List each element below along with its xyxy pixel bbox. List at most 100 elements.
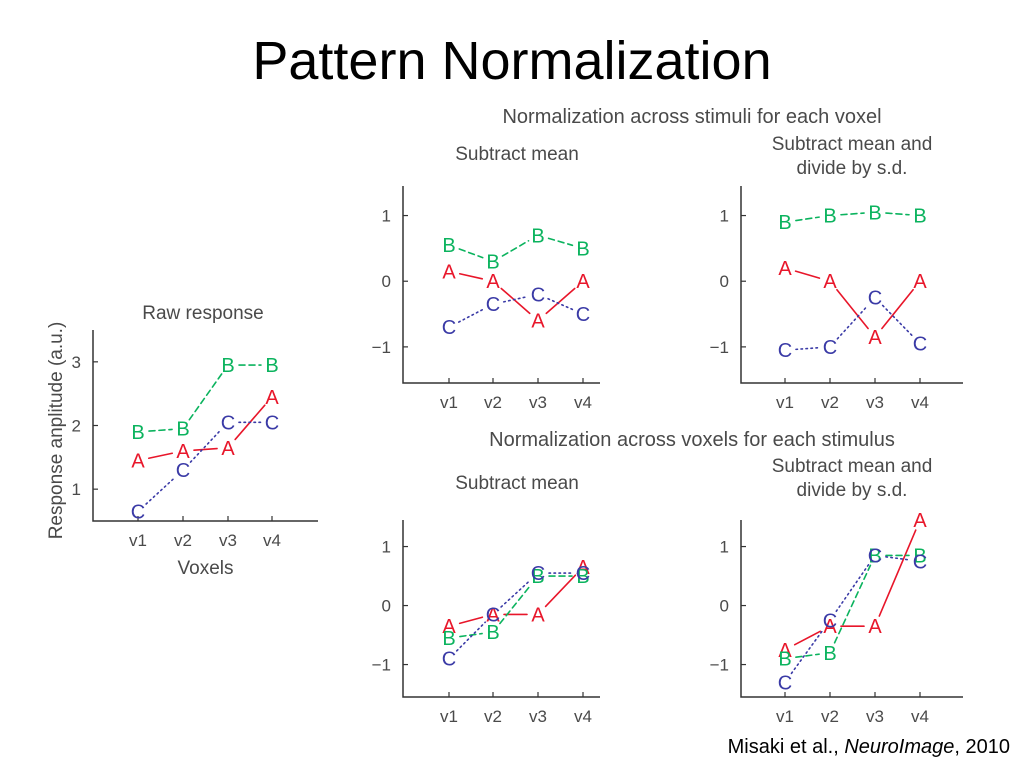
series-C-marker: C <box>778 340 792 362</box>
chart-title: Subtract mean and <box>772 134 933 155</box>
chart-title: Subtract mean <box>455 144 579 165</box>
series-C-marker: C <box>442 649 456 671</box>
series-A-marker: A <box>486 271 500 293</box>
slide-title: Pattern Normalization <box>252 31 772 91</box>
series-B-segment <box>795 653 820 659</box>
series-A-marker: A <box>868 327 882 349</box>
series-B-marker: B <box>868 545 881 567</box>
x-tick-label: v2 <box>821 393 839 412</box>
series-C-marker: C <box>531 284 545 306</box>
axis-lines <box>402 186 600 384</box>
series-A-marker: A <box>576 557 590 579</box>
series-C-segment <box>189 429 222 463</box>
y-tick-label: −1 <box>372 338 391 357</box>
x-axis-label: Voxels <box>178 558 234 579</box>
series-B-marker: B <box>913 206 926 228</box>
series-B-segment <box>458 248 484 259</box>
series-B-marker: B <box>576 566 589 588</box>
series-B-marker: B <box>913 545 926 567</box>
series-A-marker: A <box>531 604 545 626</box>
series-B-marker: B <box>486 252 499 274</box>
x-tick-label: v2 <box>484 707 502 726</box>
series-C-marker: C <box>531 563 545 585</box>
series-A-marker: A <box>823 616 837 638</box>
series-A-segment <box>458 272 484 280</box>
series-C-segment <box>500 579 531 608</box>
series-B-marker: B <box>778 212 791 234</box>
series-C-segment <box>835 563 870 613</box>
series-C-segment <box>836 304 869 340</box>
axis-lines <box>740 520 963 698</box>
series-C-marker: C <box>131 501 145 523</box>
y-tick-label: 0 <box>382 597 391 616</box>
series-A-marker: A <box>221 438 235 460</box>
series-C-marker: C <box>823 610 837 632</box>
y-tick-label: 1 <box>720 538 729 557</box>
series-C-marker: C <box>176 460 190 482</box>
citation-year: , 2010 <box>954 736 1010 758</box>
series-A-segment <box>878 529 917 617</box>
x-tick-label: v1 <box>129 531 147 550</box>
series-A-segment <box>147 452 174 460</box>
series-A-marker: A <box>442 616 456 638</box>
series-B-segment <box>459 632 483 638</box>
x-tick-label: v2 <box>821 707 839 726</box>
x-tick-label: v4 <box>574 393 592 412</box>
series-B-marker: B <box>868 202 881 224</box>
series-C-marker: C <box>913 551 927 573</box>
series-A-segment <box>793 630 822 646</box>
chart-stim-sd: Subtract mean and divide by s.d. −1 0 1 v1 v2 v… <box>710 134 963 412</box>
figure-header-bottom: Normalization across voxels for each sti… <box>489 429 895 451</box>
axis-lines <box>92 330 318 522</box>
citation: Misaki et al., NeuroImage, 2010 <box>728 736 1010 759</box>
series-B-marker: B <box>221 355 234 377</box>
charts: Raw response 1 2 3 v1 v2 v3 v4 Voxels Response an… <box>46 134 963 726</box>
series-A-segment <box>544 574 577 608</box>
series-A-marker: A <box>442 261 456 283</box>
series-C-segment <box>881 304 914 337</box>
series-C-marker: C <box>221 412 235 434</box>
series-B-marker: B <box>265 355 278 377</box>
x-tick-label: v4 <box>574 707 592 726</box>
series-B-segment <box>501 239 530 257</box>
series-A-marker: A <box>176 441 190 463</box>
series-C-marker: C <box>778 672 792 694</box>
x-tick-label: v4 <box>911 393 929 412</box>
x-tick-label: v1 <box>440 393 458 412</box>
x-tick-label: v2 <box>174 531 192 550</box>
series-C-marker: C <box>868 545 882 567</box>
chart-title: divide by s.d. <box>797 158 908 179</box>
x-tick-label: v2 <box>484 393 502 412</box>
series-A-marker: A <box>778 258 792 280</box>
x-tick-label: v1 <box>776 707 794 726</box>
series-C-marker: C <box>823 337 837 359</box>
series-C-segment <box>795 346 820 351</box>
series-A-segment <box>794 270 821 279</box>
chart-title: Subtract mean and <box>772 456 933 477</box>
x-tick-label: v4 <box>911 707 929 726</box>
series-C-marker: C <box>868 288 882 310</box>
series-B-segment <box>795 216 820 222</box>
chart-raw: Raw response 1 2 3 v1 v2 v3 v4 Voxels Response an… <box>46 303 318 579</box>
y-tick-label: −1 <box>372 656 391 675</box>
series-B-segment <box>885 212 910 216</box>
series-C-segment <box>457 308 485 323</box>
y-tick-label: −1 <box>710 656 729 675</box>
y-tick-label: 2 <box>72 417 81 436</box>
series-A-segment <box>545 287 576 315</box>
series-C-segment <box>885 556 910 561</box>
x-tick-label: v3 <box>529 707 547 726</box>
series-C-marker: C <box>576 304 590 326</box>
series-C-segment <box>145 476 176 505</box>
series-B-marker: B <box>176 419 189 441</box>
series-A-segment <box>881 288 914 330</box>
series-C-segment <box>502 295 529 303</box>
y-tick-label: 3 <box>72 353 81 372</box>
y-tick-label: 1 <box>382 538 391 557</box>
series-C-segment <box>455 621 487 652</box>
citation-journal: NeuroImage <box>844 736 955 758</box>
series-A-marker: A <box>486 604 500 626</box>
y-tick-label: 1 <box>72 480 81 499</box>
series-A-marker: A <box>531 311 545 333</box>
